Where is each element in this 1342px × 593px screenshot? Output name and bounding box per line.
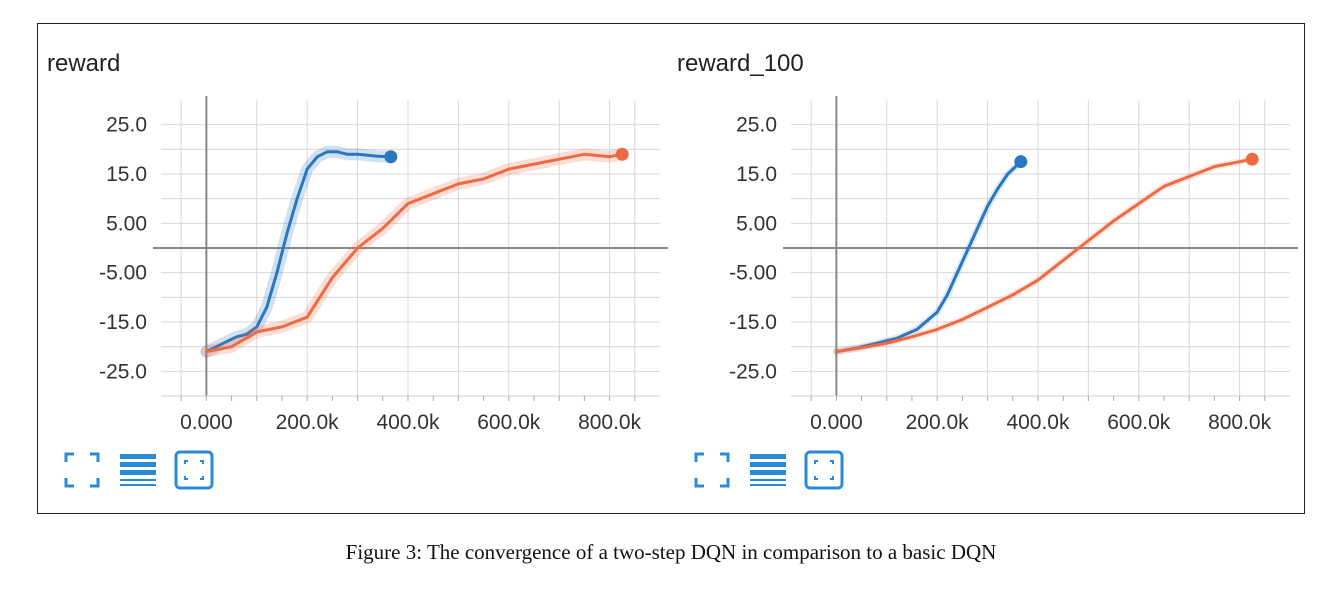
series-end-point bbox=[615, 147, 629, 161]
chart-panel-reward: reward 0.000 200.0k 400.0k 600.0k 800.0k 25.0… bbox=[38, 24, 672, 515]
figure-caption: Figure 3: The convergence of a two-step … bbox=[345, 540, 997, 564]
y-tick-label: 5.00 bbox=[736, 212, 777, 235]
y-tick-label: 15.0 bbox=[736, 163, 777, 186]
series-line bbox=[834, 157, 1254, 354]
chart-reward-100: 0.000 200.0k 400.0k 600.0k 800.0k 25.0 15.0 5.0… bbox=[729, 96, 1298, 434]
series-end-point bbox=[1245, 152, 1259, 166]
y-tick-label: -15.0 bbox=[99, 311, 147, 334]
y-tick-label: -25.0 bbox=[99, 360, 147, 383]
y-tick-label: 25.0 bbox=[106, 114, 147, 137]
x-tick-label: 0.000 bbox=[180, 411, 233, 434]
series-line bbox=[204, 152, 624, 354]
fit-domain-icon[interactable] bbox=[174, 450, 214, 490]
chart-controls bbox=[692, 450, 892, 490]
series-halo bbox=[832, 158, 1025, 356]
x-tick-label: 800.0k bbox=[578, 411, 642, 434]
x-tick-label: 600.0k bbox=[477, 411, 541, 434]
chart-controls bbox=[62, 450, 262, 490]
series-line bbox=[204, 150, 393, 354]
chart-reward: 0.000 200.0k 400.0k 600.0k 800.0k 25.0 15.0 5.0… bbox=[99, 96, 668, 434]
fullscreen-icon[interactable] bbox=[692, 450, 732, 490]
series-end-point bbox=[384, 150, 398, 164]
fullscreen-icon[interactable] bbox=[62, 450, 102, 490]
y-tick-label: 25.0 bbox=[736, 114, 777, 137]
data-list-icon[interactable] bbox=[118, 450, 158, 490]
x-tick-label: 400.0k bbox=[1006, 411, 1070, 434]
series-end-point bbox=[1014, 155, 1028, 169]
y-tick-label: -5.00 bbox=[99, 262, 147, 285]
y-tick-label: 15.0 bbox=[106, 163, 147, 186]
x-tick-label: 200.0k bbox=[906, 411, 970, 434]
x-tick-label: 400.0k bbox=[376, 411, 440, 434]
y-tick-label: -5.00 bbox=[729, 262, 777, 285]
chart-panel-reward-100: reward_100 0.000 200.0k 400.0k 600.0k 800.0k… bbox=[668, 24, 1302, 515]
x-tick-label: 0.000 bbox=[810, 411, 863, 434]
x-tick-label: 200.0k bbox=[276, 411, 340, 434]
data-list-icon[interactable] bbox=[748, 450, 788, 490]
y-tick-label: -25.0 bbox=[729, 360, 777, 383]
y-tick-label: 5.00 bbox=[106, 212, 147, 235]
fit-domain-icon[interactable] bbox=[804, 450, 844, 490]
figure-frame: reward 0.000 200.0k 400.0k 600.0k 800.0k 25.0… bbox=[37, 23, 1305, 514]
series-halo bbox=[832, 155, 1256, 356]
x-tick-label: 600.0k bbox=[1107, 411, 1171, 434]
chart-title: reward_100 bbox=[677, 50, 804, 77]
chart-title: reward bbox=[47, 50, 121, 77]
series-line bbox=[834, 160, 1023, 354]
y-tick-label: -15.0 bbox=[729, 311, 777, 334]
x-tick-label: 800.0k bbox=[1208, 411, 1272, 434]
